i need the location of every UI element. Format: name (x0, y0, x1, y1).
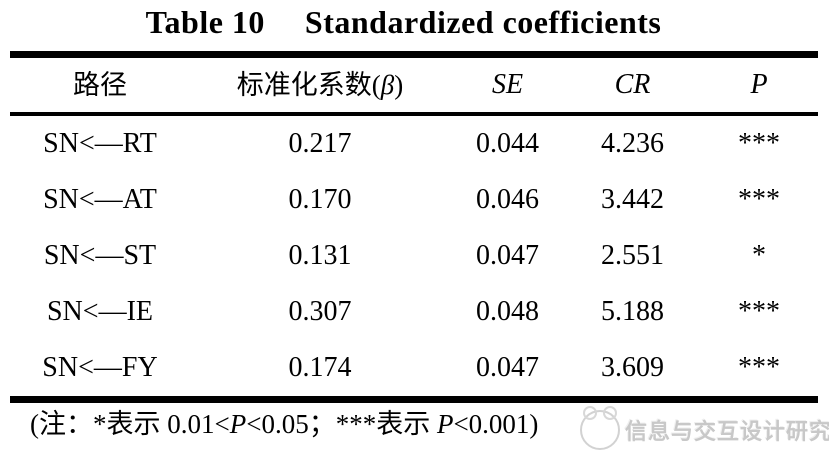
beta-cell: 0.217 (288, 128, 352, 159)
header-beta-suffix: ) (394, 69, 404, 100)
beta-cell: 0.174 (288, 352, 352, 383)
se-cell: 0.047 (476, 352, 539, 383)
cr-cell: 4.236 (601, 128, 664, 159)
path-cell: SN<—ST (43, 240, 157, 271)
path-cell: SN<—AT (43, 184, 157, 215)
table-title: Table 10 Standardized coefficients (0, 4, 829, 41)
table-row: SN<—ST 0.131 0.047 2.551 * (10, 228, 818, 284)
beta-cell: 0.170 (288, 184, 352, 215)
bottom-rule (10, 396, 818, 403)
beta-cell: 0.131 (288, 240, 352, 271)
p-cell: * (752, 240, 766, 271)
header-row: 路径 标准化系数(β) SE CR P (10, 58, 818, 112)
footnote-text: (注：*表示 0.01< (30, 409, 230, 439)
beta-symbol: β (380, 69, 395, 100)
table-footnote: (注：*表示 0.01<P<0.05；***表示 P<0.001) (30, 406, 538, 442)
p-cell: *** (738, 128, 780, 159)
cr-cell: 3.609 (601, 352, 664, 383)
coefficients-table: 路径 标准化系数(β) SE CR P SN<—RT 0.217 0.044 4… (10, 51, 818, 403)
header-se: SE (491, 69, 524, 100)
cr-cell: 3.442 (601, 184, 664, 215)
cr-cell: 2.551 (601, 240, 664, 271)
header-path: 路径 (73, 69, 127, 100)
table-number: Table 10 (145, 4, 265, 40)
lab-logo-icon (580, 406, 620, 450)
table-row: SN<—RT 0.217 0.044 4.236 *** (10, 116, 818, 172)
p-symbol: P (436, 409, 454, 439)
se-cell: 0.046 (476, 184, 539, 215)
watermark: 信息与交互设计研究所 (580, 406, 829, 450)
se-cell: 0.047 (476, 240, 539, 271)
path-cell: SN<—FY (42, 352, 158, 383)
header-beta-prefix: 标准化系数( (236, 69, 381, 100)
se-cell: 0.044 (476, 128, 539, 159)
path-cell: SN<—RT (43, 128, 157, 159)
p-symbol: P (229, 409, 247, 439)
top-rule (10, 51, 818, 58)
footnote-text: <0.001) (453, 409, 539, 439)
cr-cell: 5.188 (601, 296, 664, 327)
table-row: SN<—FY 0.174 0.047 3.609 *** (10, 340, 818, 396)
header-beta: 标准化系数(β) (190, 69, 450, 100)
p-cell: *** (738, 184, 780, 215)
table-row: SN<—AT 0.170 0.046 3.442 *** (10, 172, 818, 228)
table-row: SN<—IE 0.307 0.048 5.188 *** (10, 284, 818, 340)
p-cell: *** (738, 296, 780, 327)
path-cell: SN<—IE (46, 296, 153, 327)
beta-cell: 0.307 (288, 296, 352, 327)
table-caption: Standardized coefficients (304, 4, 662, 40)
header-cr: CR (614, 69, 651, 100)
p-cell: *** (738, 352, 780, 383)
header-rule (10, 112, 818, 116)
watermark-label: 信息与交互设计研究所 (625, 419, 829, 444)
footnote-text: <0.05；***表示 (246, 409, 437, 439)
se-cell: 0.048 (476, 296, 539, 327)
header-p: P (750, 69, 768, 100)
